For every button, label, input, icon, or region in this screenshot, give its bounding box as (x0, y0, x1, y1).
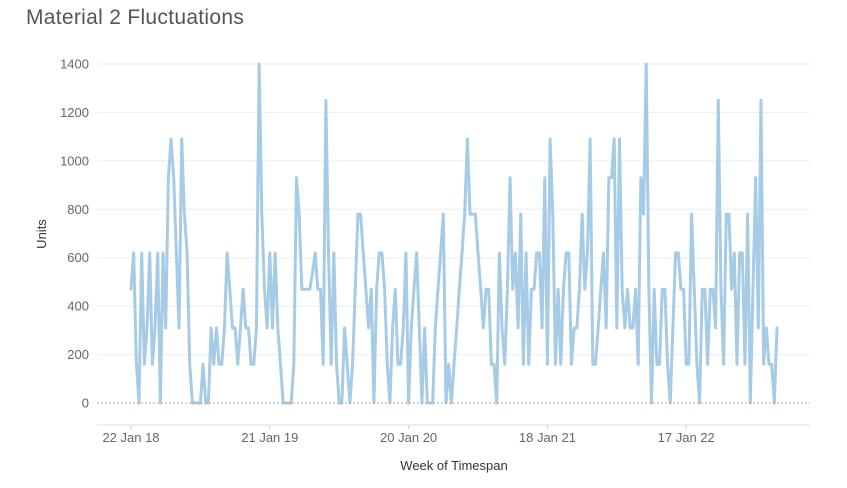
y-tick-label: 1400 (60, 57, 89, 72)
x-axis-ticks: 22 Jan 18 21 Jan 19 20 Jan 20 18 Jan 21 17 J… (97, 424, 810, 445)
y-axis-ticks: 0 200 400 600 800 1000 1200 1400 (60, 57, 89, 411)
y-tick-label: 1000 (60, 153, 89, 168)
y-tick-label: 600 (67, 250, 89, 265)
x-tick-label: 18 Jan 21 (519, 430, 576, 445)
y-tick-label: 800 (67, 202, 89, 217)
y-tick-label: 400 (67, 299, 89, 314)
x-axis-title: Week of Timespan (400, 458, 507, 473)
x-tick-label: 22 Jan 18 (102, 430, 159, 445)
y-tick-label: 200 (67, 347, 89, 362)
series-line (129, 62, 779, 405)
x-tick-label: 17 Jan 22 (658, 430, 715, 445)
x-tick-label: 20 Jan 20 (380, 430, 437, 445)
x-tick-label: 21 Jan 19 (241, 430, 298, 445)
chart-title: Material 2 Fluctuations (26, 6, 245, 29)
y-axis-title: Units (34, 219, 49, 249)
y-tick-label: 1200 (60, 105, 89, 120)
y-tick-label: 0 (82, 396, 89, 411)
